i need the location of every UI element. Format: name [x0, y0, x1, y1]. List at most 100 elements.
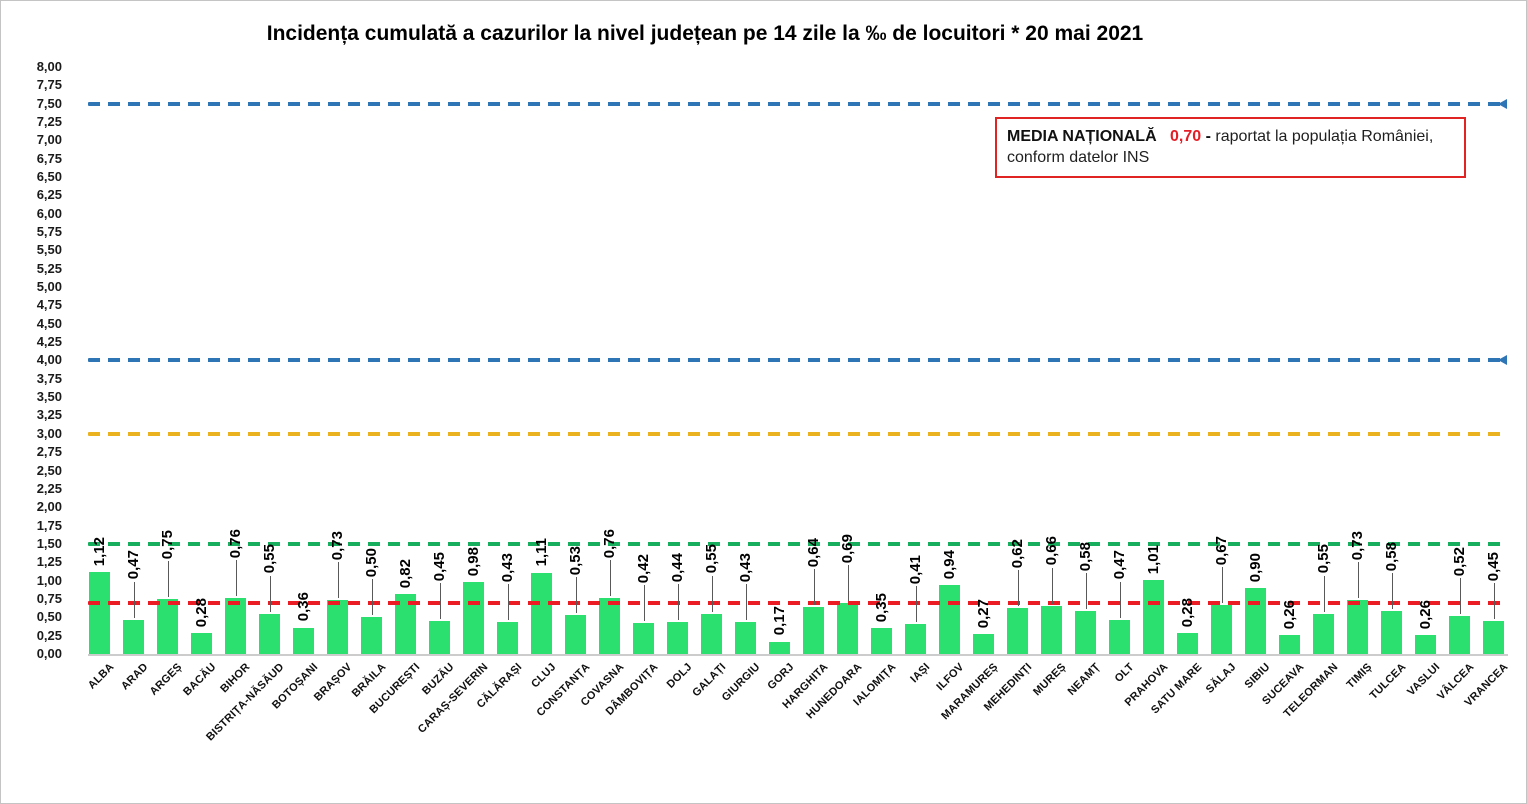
national-average-text-line1: raportat la populația României,	[1215, 128, 1434, 145]
value-label-leader-line	[1391, 573, 1393, 610]
y-axis-tick-label: 8,00	[36, 58, 62, 74]
bar-value-label: 0,26	[1280, 599, 1298, 629]
bar-tulcea	[1381, 611, 1402, 654]
chart-title: Incidența cumulată a cazurilor la nivel …	[266, 22, 1144, 45]
value-label-leader-line	[711, 575, 713, 612]
bar-value-label: 1,11	[532, 538, 550, 567]
bar-gala-i	[701, 613, 722, 654]
value-label-leader-line	[1051, 567, 1053, 604]
value-label-leader-line	[167, 560, 169, 597]
y-axis-tick-label: 6,50	[36, 168, 62, 184]
bar-mure-	[1041, 605, 1062, 654]
bar-value-label: 0,44	[668, 552, 686, 582]
y-axis-tick-label: 3,50	[36, 389, 62, 405]
bar-bistri-a-n-s-ud	[259, 613, 280, 654]
bar-value-label: 0,47	[124, 550, 142, 580]
bar-olt	[1109, 619, 1130, 654]
y-axis-tick-label: 7,50	[36, 95, 62, 111]
bar-value-label: 0,58	[1076, 542, 1094, 572]
bar-value-label: 0,35	[872, 593, 890, 623]
bar-value-label: 0,17	[770, 606, 788, 636]
value-label-leader-line	[371, 579, 373, 616]
bar-suceava	[1279, 634, 1300, 654]
reference-line-1,50	[88, 541, 1508, 546]
y-axis-tick-label: 2,00	[36, 499, 62, 515]
bar-value-label: 0,50	[362, 548, 380, 578]
bar-maramure-	[973, 634, 994, 654]
bar-value-label: 0,55	[260, 544, 278, 574]
bar-br-ila	[361, 617, 382, 654]
y-axis-tick-label: 1,50	[36, 535, 62, 551]
y-axis-tick-label: 1,00	[36, 572, 62, 588]
bar-timi-	[1347, 600, 1368, 654]
y-axis-tick-label: 6,25	[36, 187, 62, 203]
bar-hunedoara	[837, 603, 858, 654]
bar-value-label: 0,76	[600, 529, 618, 559]
y-axis-tick-label: 4,75	[36, 297, 62, 313]
bar-covasna	[599, 598, 620, 654]
value-label-leader-line	[1459, 577, 1461, 614]
bar-bucure-ti	[395, 593, 416, 654]
y-axis-tick-label: 5,50	[36, 242, 62, 258]
y-axis-tick-label: 6,00	[36, 205, 62, 221]
bar-buz-u	[429, 620, 450, 654]
bar-value-label: 0,62	[1008, 539, 1026, 569]
value-label-leader-line	[1017, 570, 1019, 607]
bar-value-label: 0,76	[226, 529, 244, 559]
y-axis-tick-label: 7,75	[36, 77, 62, 93]
y-axis-tick-label: 4,25	[36, 334, 62, 350]
bar-vaslui	[1415, 634, 1436, 654]
y-axis-tick-label: 7,25	[36, 113, 62, 129]
value-label-leader-line	[813, 569, 815, 606]
y-axis-tick-label: 3,25	[36, 407, 62, 423]
y-axis-tick-label: 4,00	[36, 352, 62, 368]
bar-value-label: 0,66	[1042, 536, 1060, 566]
bar-value-label: 0,58	[1382, 542, 1400, 572]
bar-value-label: 0,75	[158, 529, 176, 559]
value-label-leader-line	[269, 575, 271, 612]
value-label-leader-line	[643, 585, 645, 622]
bar-c-l-ra-i	[497, 622, 518, 654]
bar-constan-a	[565, 615, 586, 654]
bar-sibiu	[1245, 587, 1266, 654]
value-label-leader-line	[1493, 582, 1495, 619]
y-axis-tick-label: 0,25	[36, 627, 62, 643]
reference-line-7,50	[88, 101, 1508, 106]
national-average-text-line2: conform datelor INS	[1007, 149, 1150, 166]
bar-bac-u	[191, 633, 212, 654]
bar-value-label: 0,45	[1484, 551, 1502, 581]
bar-alba	[89, 571, 110, 654]
national-average-separator: -	[1205, 128, 1211, 145]
bar-value-label: 1,01	[1144, 544, 1162, 574]
value-label-leader-line	[439, 582, 441, 619]
bar-value-label: 0,45	[430, 551, 448, 581]
x-axis-line	[88, 654, 1508, 656]
y-axis-tick-label: 5,75	[36, 223, 62, 239]
bar-ilfov	[939, 585, 960, 654]
bar-dolj	[667, 621, 688, 654]
bar-cluj	[531, 572, 552, 654]
bar-ialomi-a	[871, 628, 892, 654]
bar-value-label: 0,26	[1416, 599, 1434, 629]
reference-line-4,00	[88, 358, 1508, 363]
bar-arge-	[157, 598, 178, 654]
bar-value-label: 0,43	[498, 553, 516, 583]
value-label-leader-line	[677, 583, 679, 620]
bar-v-lcea	[1449, 615, 1470, 654]
value-label-leader-line	[1221, 566, 1223, 603]
value-label-leader-line	[745, 584, 747, 621]
y-axis-tick-label: 5,00	[36, 279, 62, 294]
value-label-leader-line	[1323, 575, 1325, 612]
value-label-leader-line	[575, 577, 577, 614]
bar-value-label: 0,82	[396, 558, 414, 588]
value-label-leader-line	[1357, 562, 1359, 599]
y-axis-tick-label: 2,50	[36, 462, 62, 478]
value-label-leader-line	[847, 565, 849, 602]
bar-value-label: 0,90	[1246, 552, 1264, 582]
value-label-leader-line	[915, 585, 917, 622]
bar-value-label: 0,94	[940, 549, 958, 580]
bar-value-label: 0,55	[702, 544, 720, 574]
y-axis-tick-label: 6,75	[36, 150, 62, 166]
bar-neam-	[1075, 611, 1096, 654]
